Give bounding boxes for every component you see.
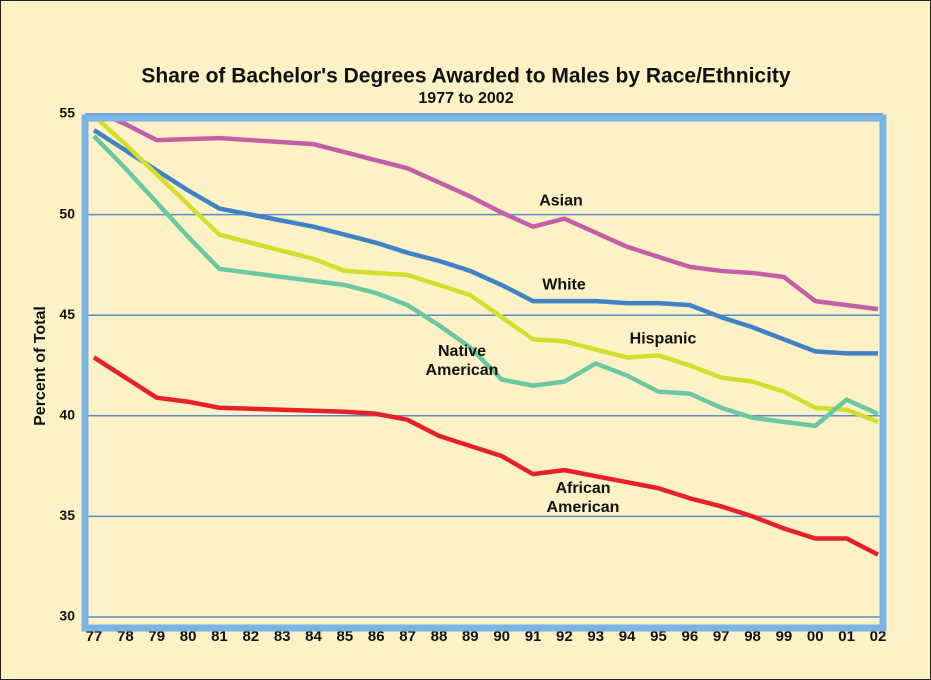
chart-title: Share of Bachelor's Degrees Awarded to M…: [141, 65, 791, 88]
x-tick-label: 92: [556, 628, 573, 645]
x-tick-label: 78: [117, 628, 134, 645]
x-tick-label: 77: [86, 628, 103, 645]
series-line: [93, 119, 879, 424]
series-line: [108, 119, 879, 312]
y-axis-label: Percent of Total: [32, 306, 49, 426]
series-label: White: [542, 276, 586, 294]
x-tick-label: 95: [650, 628, 667, 645]
series-label: Hispanic: [629, 330, 697, 348]
x-tick-label: 82: [242, 628, 259, 645]
x-tick-label: 90: [493, 628, 510, 645]
x-tick-label: 91: [525, 628, 542, 645]
x-tick-label: 98: [744, 628, 761, 645]
x-tick-label: 85: [337, 628, 354, 645]
series-line: [92, 134, 879, 429]
x-tick-label: 89: [462, 628, 479, 645]
series-line: [92, 355, 880, 557]
y-tick-label: 45: [59, 306, 75, 322]
y-tick-label: 35: [59, 507, 75, 523]
x-tick-label: 86: [368, 628, 385, 645]
plot-frame: [81, 114, 887, 632]
y-tick-label: 55: [59, 105, 75, 121]
x-tick-label: 79: [148, 628, 165, 645]
y-tick-label: 30: [59, 608, 75, 624]
x-tick-label: 97: [713, 628, 730, 645]
x-tick-label: 99: [776, 628, 793, 645]
x-tick-label: 96: [681, 628, 698, 645]
x-tick-label: 00: [807, 628, 824, 645]
x-tick-label: 81: [211, 628, 228, 645]
series-label: Asian: [539, 192, 583, 210]
y-tick-label: 40: [59, 407, 75, 423]
x-tick-label: 01: [838, 628, 855, 645]
x-tick-label: 84: [305, 628, 322, 645]
chart-subtitle: 1977 to 2002: [418, 90, 513, 107]
y-tick-label: 50: [59, 205, 75, 221]
series-label: Native American: [425, 343, 499, 379]
x-tick-label: 83: [274, 628, 291, 645]
x-tick-label: 94: [619, 628, 636, 645]
series-line: [92, 128, 878, 356]
x-tick-label: 93: [587, 628, 604, 645]
series-label: African American: [546, 480, 620, 516]
x-tick-label: 02: [870, 628, 887, 645]
x-tick-label: 88: [431, 628, 448, 645]
x-tick-label: 80: [180, 628, 197, 645]
x-tick-label: 87: [399, 628, 416, 645]
